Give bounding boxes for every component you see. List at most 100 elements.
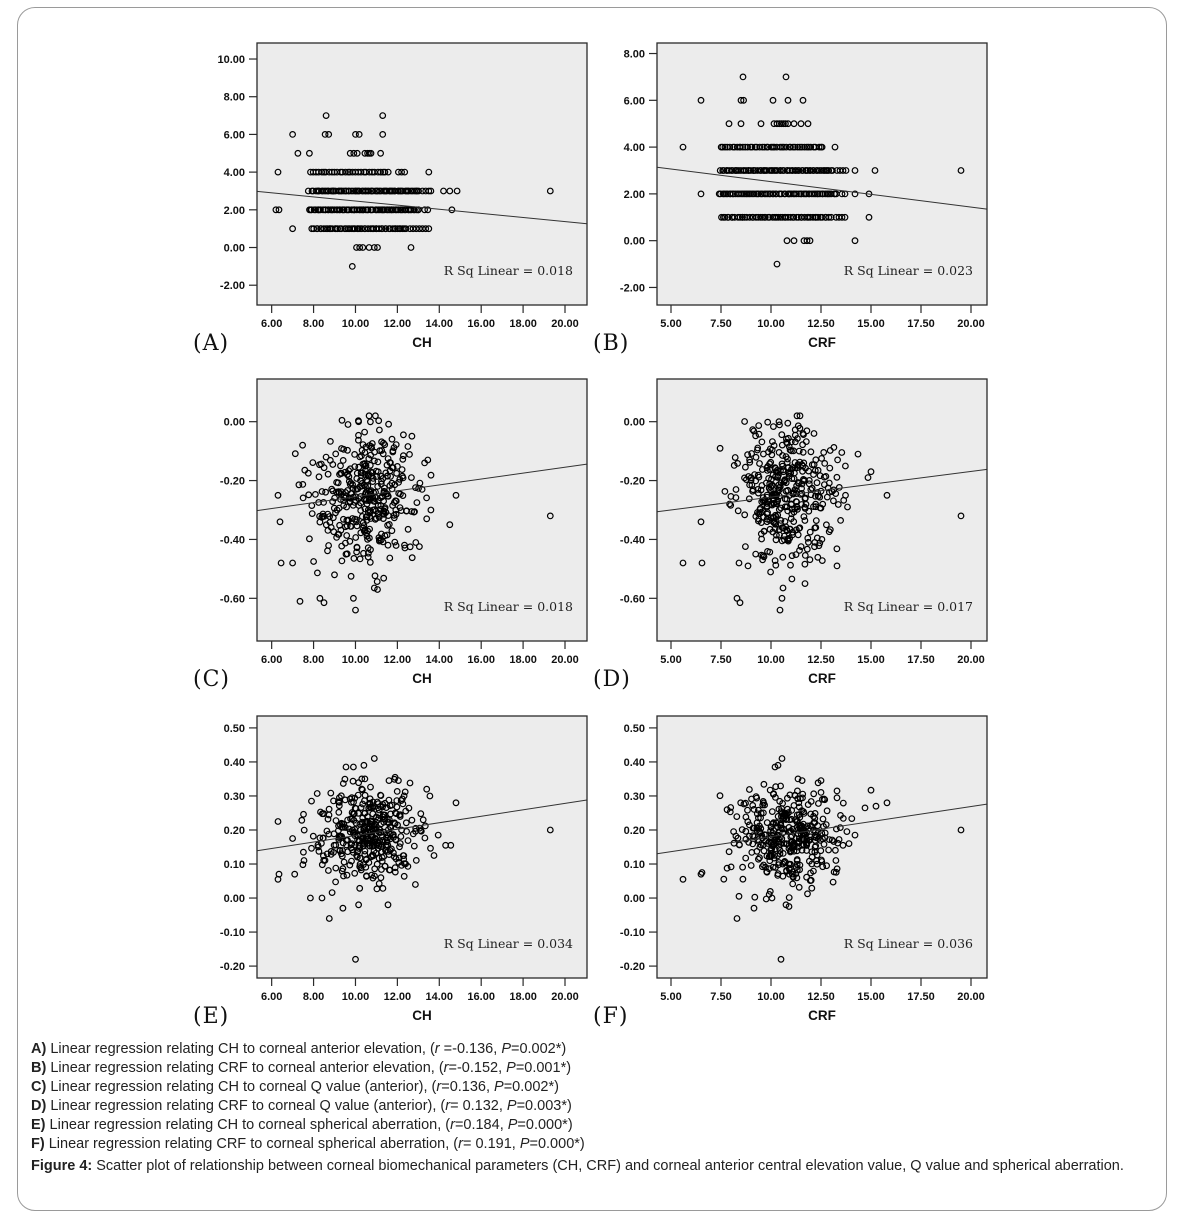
x-tick-label: 10.00 — [757, 654, 785, 666]
data-points — [679, 73, 965, 268]
figure-frame: 10.00 8.00 6.00 4.00 2.00 0.00 -2.00 6.00 8.00 10… — [17, 7, 1167, 1211]
panel-A: 10.00 8.00 6.00 4.00 2.00 0.00 -2.00 6.00 8.00 10… — [179, 31, 599, 367]
x-tick-label: 5.00 — [660, 654, 681, 666]
legend-text-segment: r — [443, 1060, 449, 1076]
x-tick-label: 7.50 — [710, 991, 731, 1003]
panel-F: 0.50 0.40 0.30 0.20 0.10 0.00 -0.10 -0.20 5.00 7.… — [579, 704, 999, 1040]
legend-text-segment: r — [458, 1136, 463, 1152]
x-tick-label: 20.00 — [551, 318, 579, 330]
x-tick-label: 20.00 — [957, 318, 985, 330]
scatter-plot-B: 8.00 6.00 4.00 2.00 0.00 -2.00 5.00 7.50 10.00 12… — [579, 31, 999, 353]
legend-text-segment: Linear regression relating CH to corneal… — [46, 1079, 437, 1095]
y-tick-label: -0.20 — [620, 476, 645, 488]
x-tick-label: 12.00 — [384, 654, 412, 666]
x-axis-title: CH — [412, 671, 432, 686]
legend-text-segment: =0.003*) — [516, 1098, 572, 1114]
x-axis-title: CH — [412, 335, 432, 350]
legend-text-segment: =0.000*) — [529, 1136, 585, 1152]
x-tick-label: 20.00 — [551, 991, 579, 1003]
scatter-plot-E-svg: 0.50 0.40 0.30 0.20 0.10 0.00 -0.10 -0.20 6.00 8.… — [220, 715, 588, 1023]
rsq-label: R Sq Linear = 0.018 — [444, 263, 573, 278]
legend-text-segment: =-0.152, — [448, 1060, 507, 1076]
y-tick-label: -2.00 — [220, 280, 245, 292]
rsq-label: R Sq Linear = 0.034 — [444, 936, 573, 951]
x-tick-label: 17.50 — [907, 318, 935, 330]
legend-text-segment: Linear regression relating CRF to cornea… — [44, 1136, 459, 1152]
x-tick-label: 17.50 — [907, 991, 935, 1003]
x-tick-label: 10.00 — [757, 318, 785, 330]
x-tick-label: 12.50 — [807, 991, 835, 1003]
x-tick-label: 8.00 — [303, 991, 324, 1003]
x-tick-label: 7.50 — [710, 654, 731, 666]
legend-line: E) Linear regression relating CH to corn… — [31, 1116, 585, 1135]
y-tick-label: 0.50 — [224, 723, 245, 735]
x-tick-label: 10.00 — [342, 991, 370, 1003]
scatter-plot-A: 10.00 8.00 6.00 4.00 2.00 0.00 -2.00 6.00 8.00 10… — [179, 31, 599, 353]
plot-border — [256, 378, 588, 642]
rsq-label: R Sq Linear = 0.036 — [844, 936, 973, 951]
panel-label-D: (D) — [593, 667, 631, 692]
x-tick-label: 12.00 — [384, 318, 412, 330]
y-tick-label: -0.20 — [620, 961, 645, 973]
legend-text-segment: E) — [31, 1117, 46, 1133]
plot-border — [656, 42, 988, 306]
y-tick-label: 2.00 — [624, 189, 645, 201]
x-tick-label: 15.00 — [857, 318, 885, 330]
y-tick-label: -0.10 — [620, 927, 645, 939]
x-tick-label: 6.00 — [261, 991, 282, 1003]
y-tick-label: 0.20 — [624, 825, 645, 837]
legend-line: F) Linear regression relating CRF to cor… — [31, 1135, 585, 1154]
legend-text-segment: =0.002*) — [510, 1041, 567, 1057]
figure-caption: Figure 4: Scatter plot of relationship b… — [31, 1156, 1155, 1177]
legend-text-segment: = 0.132, — [450, 1098, 507, 1114]
plot-border — [256, 715, 588, 979]
x-tick-label: 8.00 — [303, 318, 324, 330]
legend-text-segment: P — [501, 1041, 511, 1057]
x-tick-label: 10.00 — [342, 318, 370, 330]
legend-text-segment: C) — [31, 1079, 47, 1095]
regression-line — [256, 190, 588, 225]
legend-text-segment: F) — [31, 1136, 45, 1152]
scatter-plot-F-svg: 0.50 0.40 0.30 0.20 0.10 0.00 -0.10 -0.20 5.00 7.… — [620, 715, 988, 1023]
y-tick-label: 0.00 — [224, 417, 245, 429]
x-axis-title: CRF — [808, 1008, 836, 1023]
panel-label-B: (B) — [593, 331, 630, 356]
data-points — [272, 112, 554, 270]
legend-text-segment: P — [519, 1136, 530, 1152]
legend-text-segment: Linear regression relating CRF to cornea… — [46, 1060, 444, 1076]
regression-line — [256, 799, 588, 852]
x-tick-label: 18.00 — [509, 318, 537, 330]
x-axis-title: CH — [412, 1008, 432, 1023]
y-tick-label: 0.10 — [224, 859, 245, 871]
legend-text-segment: = 0.191, — [462, 1136, 520, 1152]
x-tick-label: 16.00 — [467, 991, 495, 1003]
y-tick-label: 10.00 — [217, 54, 245, 66]
x-tick-label: 10.00 — [342, 654, 370, 666]
y-tick-label: 0.30 — [224, 791, 245, 803]
x-axis-title: CRF — [808, 335, 836, 350]
y-tick-label: 0.20 — [224, 825, 245, 837]
legend-text-segment: D) — [31, 1098, 47, 1114]
y-tick-label: 6.00 — [224, 129, 245, 141]
x-tick-label: 12.50 — [807, 318, 835, 330]
scatter-plot-B-svg: 8.00 6.00 4.00 2.00 0.00 -2.00 5.00 7.50 10.00 12… — [620, 42, 988, 350]
y-tick-label: -0.20 — [220, 961, 245, 973]
y-tick-label: -0.20 — [220, 476, 245, 488]
x-tick-label: 15.00 — [857, 991, 885, 1003]
rsq-label: R Sq Linear = 0.017 — [844, 599, 973, 614]
legend-text-segment: r — [450, 1117, 455, 1133]
y-tick-label: -2.00 — [620, 282, 645, 294]
x-tick-label: 17.50 — [907, 654, 935, 666]
legend-text-segment: B) — [31, 1060, 47, 1076]
legend-line: A) Linear regression relating CH to corn… — [31, 1040, 585, 1059]
data-points — [274, 755, 554, 963]
scatter-plot-D: 0.00 -0.20 -0.40 -0.60 5.00 7.50 10.00 12.50 15.… — [579, 367, 999, 689]
x-tick-label: 18.00 — [509, 654, 537, 666]
x-tick-label: 5.00 — [660, 991, 681, 1003]
panel-E: 0.50 0.40 0.30 0.20 0.10 0.00 -0.10 -0.20 6.00 8.… — [179, 704, 599, 1040]
y-tick-label: 8.00 — [224, 92, 245, 104]
y-tick-label: 0.40 — [224, 757, 245, 769]
legend-text-segment: r — [434, 1041, 440, 1057]
legend-text-segment: =-0.136, — [439, 1041, 502, 1057]
panel-D: 0.00 -0.20 -0.40 -0.60 5.00 7.50 10.00 12.50 15.… — [579, 367, 999, 703]
